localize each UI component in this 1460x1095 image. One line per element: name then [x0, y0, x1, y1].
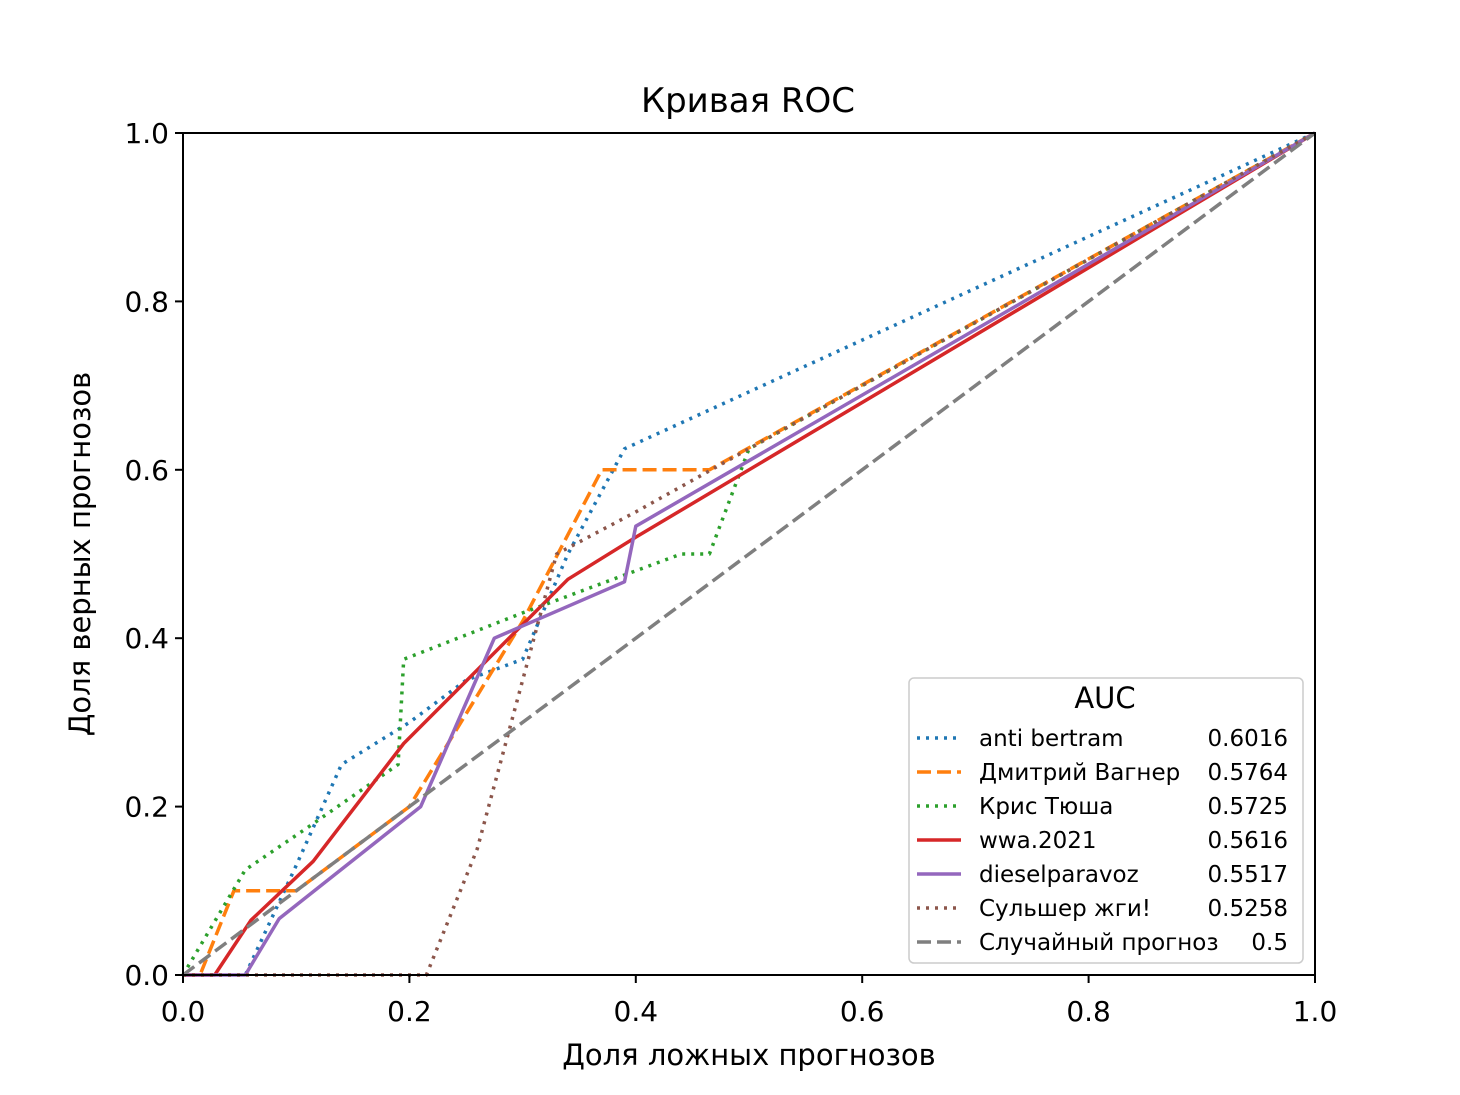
legend-label: Сульшер жги!: [979, 896, 1151, 922]
x-tick-label-2: 0.4: [614, 995, 659, 1028]
series-line-6: [183, 131, 1316, 977]
legend-title: AUC: [1074, 681, 1135, 715]
y-axis-label: Доля верных прогнозов: [63, 372, 97, 736]
legend-label: dieselparavoz: [979, 862, 1139, 888]
x-tick-label-3: 0.6: [840, 995, 885, 1028]
y-tick-label-5: 1.0: [124, 117, 169, 150]
legend-auc-value: 0.5764: [1208, 760, 1288, 786]
legend-label: Случайный прогноз: [979, 930, 1219, 956]
legend-entry-1: anti bertram 0.6016: [917, 726, 1288, 752]
x-tick-label-0: 0.0: [161, 995, 206, 1028]
y-tick-label-2: 0.4: [124, 622, 169, 655]
y-tick-label-1: 0.2: [124, 791, 169, 824]
legend-entry-4: wwa.2021 0.5616: [917, 828, 1288, 854]
legend-auc-value: 0.5725: [1208, 794, 1288, 820]
legend: AUC anti bertram 0.6016 Дмитрий Вагнер 0.57…: [908, 677, 1304, 964]
series-layer: [181, 131, 1317, 977]
legend-entries: anti bertram 0.6016 Дмитрий Вагнер 0.5764 Кр…: [917, 726, 1288, 956]
plot-frame: [182, 132, 1316, 976]
y-tick-label-4: 0.8: [124, 285, 169, 318]
legend-entry-3: Крис Тюша 0.5725: [917, 794, 1288, 820]
legend-label: anti bertram: [979, 726, 1124, 752]
legend-label: Дмитрий Вагнер: [979, 760, 1180, 786]
x-axis-label: Доля ложных прогнозов: [562, 1038, 936, 1072]
ticks-layer: 0.0 0.2 0.4 0.6 0.8 1.0 0.0 0.2 0.4 0.6 0.8 1.0: [124, 117, 1337, 1028]
x-tick-label-1: 0.2: [387, 995, 432, 1028]
series-line-7: [181, 131, 1317, 977]
y-tick-label-3: 0.6: [124, 454, 169, 487]
legend-entry-5: dieselparavoz 0.5517: [917, 862, 1288, 888]
series-line-3: [181, 131, 1316, 976]
legend-entry-7: Случайный прогноз 0.5: [917, 930, 1288, 956]
legend-auc-value: 0.6016: [1208, 726, 1288, 752]
y-tick-label-0: 0.0: [124, 959, 169, 992]
series-line-5: [183, 131, 1316, 977]
legend-label: Крис Тюша: [979, 794, 1113, 820]
legend-entry-6: Сульшер жги! 0.5258: [917, 896, 1288, 922]
legend-auc-value: 0.5616: [1208, 828, 1288, 854]
legend-entry-2: Дмитрий Вагнер 0.5764: [917, 760, 1288, 786]
series-line-4: [183, 131, 1316, 977]
x-tick-label-4: 0.8: [1066, 995, 1111, 1028]
legend-auc-value: 0.5517: [1208, 862, 1288, 888]
x-tick-label-5: 1.0: [1293, 995, 1338, 1028]
legend-auc-value: 0.5: [1251, 930, 1288, 956]
legend-box: [908, 677, 1304, 964]
chart-title: Кривая ROC: [641, 81, 855, 121]
legend-auc-value: 0.5258: [1208, 896, 1288, 922]
legend-label: wwa.2021: [979, 828, 1097, 854]
